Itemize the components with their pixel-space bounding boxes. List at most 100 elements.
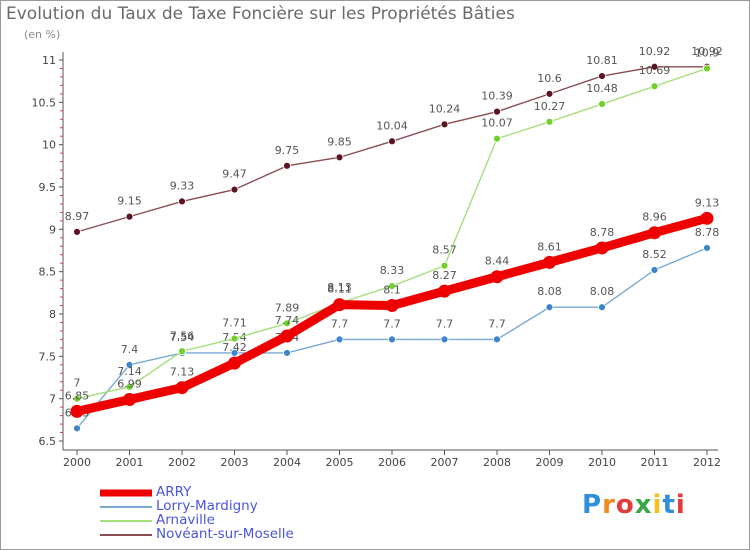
data-label: 8.1 xyxy=(383,284,401,297)
data-label: 8.78 xyxy=(590,226,615,239)
data-point xyxy=(438,284,451,298)
y-tick-label: 7.5 xyxy=(39,350,57,363)
data-point xyxy=(650,82,659,91)
y-tick-label: 10 xyxy=(42,139,56,152)
data-label: 10.92 xyxy=(691,45,723,58)
data-label: 7.89 xyxy=(275,301,300,314)
x-tick-label: 2003 xyxy=(221,456,249,469)
data-point xyxy=(703,244,711,252)
data-point xyxy=(598,100,606,108)
data-point xyxy=(385,299,399,313)
data-label: 10.24 xyxy=(429,102,461,115)
data-label: 10.48 xyxy=(586,82,618,95)
data-label: 9.75 xyxy=(275,144,300,157)
y-tick-label: 7 xyxy=(49,393,56,406)
data-label: 8.33 xyxy=(380,264,405,277)
legend-label: Lorry-Mardigny xyxy=(156,498,258,514)
data-label: 7.7 xyxy=(488,317,506,330)
data-point xyxy=(230,185,239,194)
data-point xyxy=(598,72,606,80)
chart-title: Evolution du Taux de Taxe Foncière sur l… xyxy=(6,4,515,24)
data-label: 8.08 xyxy=(590,285,615,298)
data-point xyxy=(490,270,504,284)
proxiti-logo: Proxiti xyxy=(582,490,686,520)
data-label: 8.08 xyxy=(537,285,562,298)
data-point xyxy=(595,241,609,255)
x-tick-label: 2000 xyxy=(63,456,91,469)
data-point xyxy=(388,335,396,344)
data-label: 8.97 xyxy=(65,210,90,223)
data-point xyxy=(70,404,84,418)
x-tick-label: 2008 xyxy=(483,456,511,469)
data-point xyxy=(543,255,556,269)
x-tick-label: 2005 xyxy=(326,456,354,469)
data-label: 10.6 xyxy=(537,72,562,85)
data-label: 9.13 xyxy=(695,196,720,209)
data-label: 7.14 xyxy=(117,365,142,378)
legend-label: Arnaville xyxy=(156,512,215,528)
data-point xyxy=(388,282,396,290)
data-point xyxy=(230,334,239,343)
data-point xyxy=(545,89,554,98)
data-label: 8.78 xyxy=(695,226,720,239)
data-point xyxy=(493,335,501,344)
data-label: 7.7 xyxy=(436,317,454,330)
data-label: 10.27 xyxy=(534,100,566,113)
data-point xyxy=(175,381,189,395)
data-label: 8.11 xyxy=(327,283,352,296)
x-tick-label: 2004 xyxy=(273,456,301,469)
data-point xyxy=(598,303,606,312)
data-point xyxy=(493,134,501,143)
data-label: 7.42 xyxy=(222,341,247,354)
data-point xyxy=(388,137,396,146)
x-tick-label: 2009 xyxy=(536,456,564,469)
data-point xyxy=(545,303,554,312)
data-label: 10.9 xyxy=(695,46,720,59)
data-label: 6.85 xyxy=(65,389,90,402)
data-point xyxy=(333,298,346,312)
data-point xyxy=(228,356,241,370)
data-label: 10.69 xyxy=(639,64,671,77)
data-point xyxy=(283,349,291,357)
data-label: 8.96 xyxy=(642,211,667,224)
data-point xyxy=(178,347,186,356)
data-point xyxy=(178,197,186,206)
y-axis-unit-label: (en %) xyxy=(24,28,61,41)
data-point xyxy=(648,226,661,240)
data-point xyxy=(125,382,134,391)
data-point xyxy=(440,261,449,270)
data-point xyxy=(283,161,291,170)
data-label: 9.15 xyxy=(117,195,142,208)
data-point xyxy=(123,393,136,407)
data-point xyxy=(230,349,239,357)
data-label: 7.71 xyxy=(222,317,247,330)
data-point xyxy=(335,153,344,162)
data-point xyxy=(125,360,134,369)
data-label: 8.44 xyxy=(485,255,510,268)
data-point xyxy=(73,394,81,403)
data-point xyxy=(650,62,659,71)
data-label: 7.7 xyxy=(331,317,349,330)
data-label: 7.4 xyxy=(121,343,139,356)
data-point xyxy=(125,212,134,221)
data-label: 10.07 xyxy=(481,117,513,130)
legend-label: ARRY xyxy=(156,484,192,500)
series-line-arry xyxy=(72,213,712,416)
data-point xyxy=(440,120,449,129)
data-label: 8.57 xyxy=(432,244,457,257)
y-tick-label: 11 xyxy=(42,54,56,67)
x-tick-label: 2002 xyxy=(168,456,196,469)
y-tick-label: 8.5 xyxy=(39,266,57,279)
data-label: 8.61 xyxy=(537,240,562,253)
data-label: 8.27 xyxy=(432,269,457,282)
legend-label: Novéant-sur-Moselle xyxy=(156,526,294,542)
data-label: 8.52 xyxy=(642,248,667,261)
data-point xyxy=(73,424,81,433)
data-label: 9.33 xyxy=(170,179,195,192)
x-tick-label: 2011 xyxy=(641,456,669,469)
data-label: 9.85 xyxy=(327,135,352,148)
data-label: 7.7 xyxy=(383,317,401,330)
data-point xyxy=(335,335,344,344)
x-tick-label: 2007 xyxy=(431,456,459,469)
